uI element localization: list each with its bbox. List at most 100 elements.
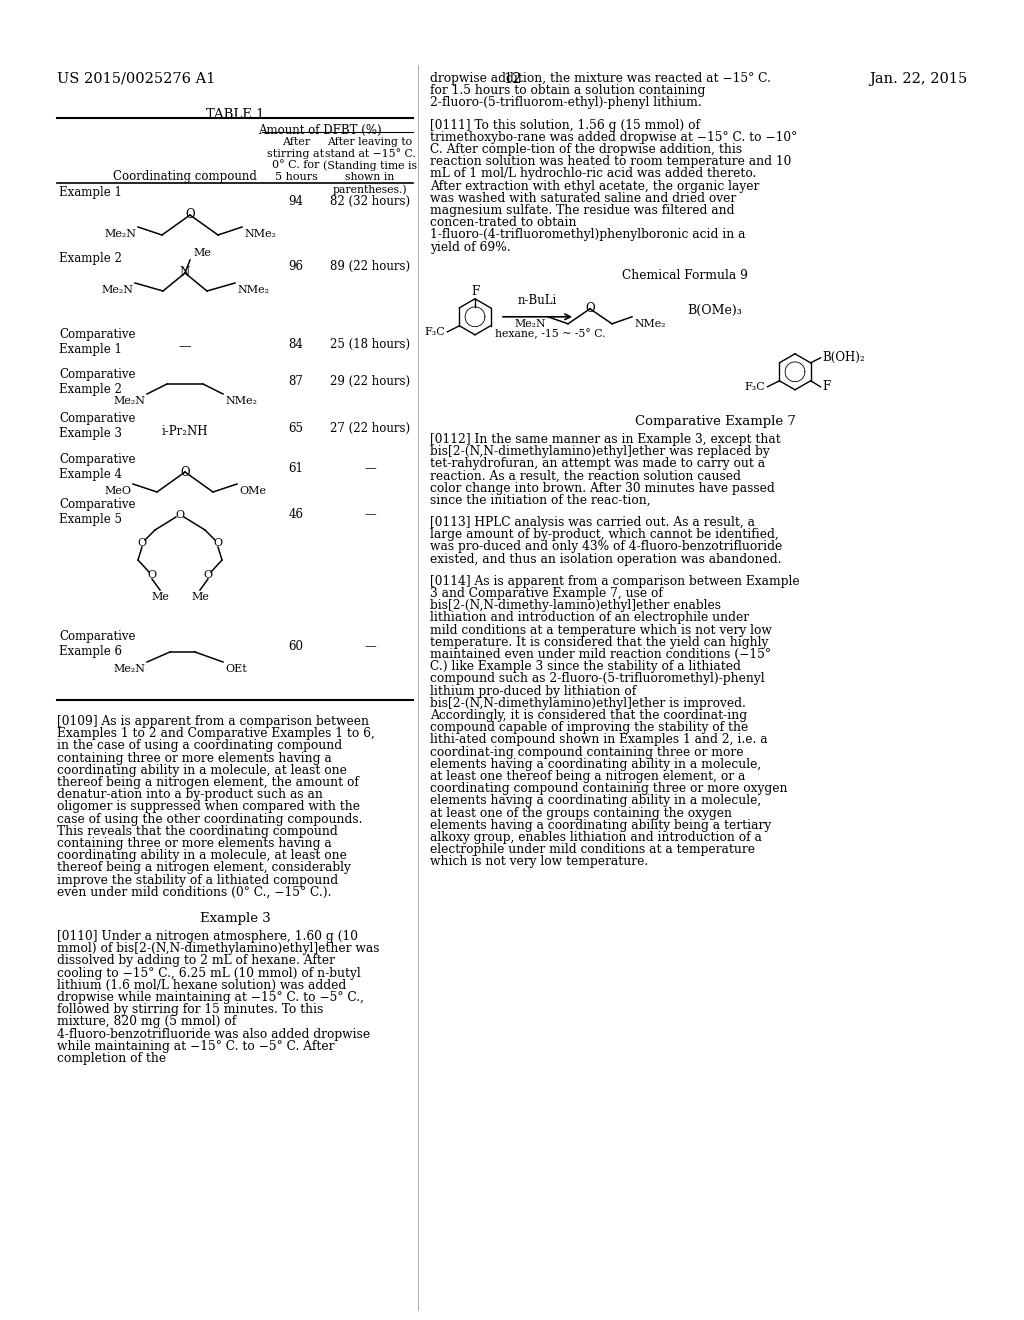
Text: at least one of the groups containing the oxygen: at least one of the groups containing th…: [430, 807, 732, 820]
Text: denatur-ation into a by-product such as an: denatur-ation into a by-product such as …: [57, 788, 323, 801]
Text: O: O: [180, 466, 189, 479]
Text: containing three or more elements having a: containing three or more elements having…: [57, 751, 332, 764]
Text: while maintaining at −15° C. to −5° C. After: while maintaining at −15° C. to −5° C. A…: [57, 1040, 335, 1053]
Text: coordinating ability in a molecule, at least one: coordinating ability in a molecule, at l…: [57, 849, 347, 862]
Text: thereof being a nitrogen element, considerably: thereof being a nitrogen element, consid…: [57, 862, 351, 874]
Text: Comparative
Example 5: Comparative Example 5: [59, 498, 135, 525]
Text: 29 (22 hours): 29 (22 hours): [330, 375, 410, 388]
Text: tet-rahydrofuran, an attempt was made to carry out a: tet-rahydrofuran, an attempt was made to…: [430, 457, 765, 470]
Text: for 1.5 hours to obtain a solution containing: for 1.5 hours to obtain a solution conta…: [430, 84, 706, 98]
Text: coordinat-ing compound containing three or more: coordinat-ing compound containing three …: [430, 746, 743, 759]
Text: lithium pro-duced by lithiation of: lithium pro-duced by lithiation of: [430, 685, 636, 697]
Text: lithium (1.6 mol/L hexane solution) was added: lithium (1.6 mol/L hexane solution) was …: [57, 979, 346, 991]
Text: concen-trated to obtain: concen-trated to obtain: [430, 216, 577, 230]
Text: improve the stability of a lithiated compound: improve the stability of a lithiated com…: [57, 874, 338, 887]
Text: case of using the other coordinating compounds.: case of using the other coordinating com…: [57, 813, 362, 825]
Text: 2-fluoro-(5-trifluorom-ethyl)-phenyl lithium.: 2-fluoro-(5-trifluorom-ethyl)-phenyl lit…: [430, 96, 701, 110]
Text: MeO: MeO: [104, 486, 131, 496]
Text: at least one thereof being a nitrogen element, or a: at least one thereof being a nitrogen el…: [430, 770, 745, 783]
Text: C.) like Example 3 since the stability of a lithiated: C.) like Example 3 since the stability o…: [430, 660, 741, 673]
Text: compound such as 2-fluoro-(5-trifluoromethyl)-phenyl: compound such as 2-fluoro-(5-trifluorome…: [430, 672, 765, 685]
Text: —: —: [179, 341, 191, 352]
Text: Comparative
Example 2: Comparative Example 2: [59, 368, 135, 396]
Text: O: O: [204, 570, 213, 579]
Text: lithi-ated compound shown in Examples 1 and 2, i.e. a: lithi-ated compound shown in Examples 1 …: [430, 734, 768, 746]
Text: [0109] As is apparent from a comparison between: [0109] As is apparent from a comparison …: [57, 715, 369, 729]
Text: electrophile under mild conditions at a temperature: electrophile under mild conditions at a …: [430, 843, 755, 857]
Text: [0110] Under a nitrogen atmosphere, 1.60 g (10: [0110] Under a nitrogen atmosphere, 1.60…: [57, 931, 358, 942]
Text: After leaving to
stand at −15° C.
(Standing time is
shown in
parentheses.): After leaving to stand at −15° C. (Stand…: [323, 137, 417, 195]
Text: Me: Me: [191, 591, 209, 602]
Text: bis[2-(N,N-dimethylamino)ethyl]ether was replaced by: bis[2-(N,N-dimethylamino)ethyl]ether was…: [430, 445, 770, 458]
Text: mL of 1 mol/L hydrochlo-ric acid was added thereto.: mL of 1 mol/L hydrochlo-ric acid was add…: [430, 168, 757, 181]
Text: Amount of DFBT (%): Amount of DFBT (%): [258, 124, 382, 137]
Text: 12: 12: [503, 73, 521, 86]
Text: containing three or more elements having a: containing three or more elements having…: [57, 837, 332, 850]
Text: NMe₂: NMe₂: [244, 228, 276, 239]
Text: dropwise addition, the mixture was reacted at −15° C.: dropwise addition, the mixture was react…: [430, 73, 771, 84]
Text: US 2015/0025276 A1: US 2015/0025276 A1: [57, 73, 215, 86]
Text: This reveals that the coordinating compound: This reveals that the coordinating compo…: [57, 825, 338, 838]
Text: trimethoxybo-rane was added dropwise at −15° C. to −10°: trimethoxybo-rane was added dropwise at …: [430, 131, 798, 144]
Text: Chemical Formula 9: Chemical Formula 9: [622, 269, 748, 281]
Text: NMe₂: NMe₂: [634, 319, 666, 329]
Text: completion of the: completion of the: [57, 1052, 166, 1065]
Text: bis[2-(N,N-dimethylamino)ethyl]ether is improved.: bis[2-(N,N-dimethylamino)ethyl]ether is …: [430, 697, 745, 710]
Text: alkoxy group, enables lithiation and introduction of a: alkoxy group, enables lithiation and int…: [430, 832, 762, 843]
Text: F₃C: F₃C: [744, 381, 765, 392]
Text: F: F: [471, 285, 479, 298]
Text: 25 (18 hours): 25 (18 hours): [330, 338, 410, 351]
Text: Me₂N: Me₂N: [514, 319, 546, 329]
Text: 3 and Comparative Example 7, use of: 3 and Comparative Example 7, use of: [430, 587, 663, 601]
Text: thereof being a nitrogen element, the amount of: thereof being a nitrogen element, the am…: [57, 776, 358, 789]
Text: N: N: [180, 267, 190, 280]
Text: OMe: OMe: [239, 486, 266, 496]
Text: Jan. 22, 2015: Jan. 22, 2015: [868, 73, 967, 86]
Text: which is not very low temperature.: which is not very low temperature.: [430, 855, 648, 869]
Text: 1-fluoro-(4-trifluoromethyl)phenylboronic acid in a: 1-fluoro-(4-trifluoromethyl)phenylboroni…: [430, 228, 745, 242]
Text: 84: 84: [289, 338, 303, 351]
Text: Example 3: Example 3: [200, 912, 270, 925]
Text: followed by stirring for 15 minutes. To this: followed by stirring for 15 minutes. To …: [57, 1003, 324, 1016]
Text: OEt: OEt: [225, 664, 247, 675]
Text: 61: 61: [289, 462, 303, 475]
Text: 60: 60: [289, 640, 303, 653]
Text: even under mild conditions (0° C., −15° C.).: even under mild conditions (0° C., −15° …: [57, 886, 332, 899]
Text: compound capable of improving the stability of the: compound capable of improving the stabil…: [430, 721, 749, 734]
Text: 4-fluoro-benzotrifluoride was also added dropwise: 4-fluoro-benzotrifluoride was also added…: [57, 1027, 370, 1040]
Text: maintained even under mild reaction conditions (−15°: maintained even under mild reaction cond…: [430, 648, 771, 661]
Text: 96: 96: [289, 260, 303, 273]
Text: B(OH)₂: B(OH)₂: [822, 351, 865, 364]
Text: Examples 1 to 2 and Comparative Examples 1 to 6,: Examples 1 to 2 and Comparative Examples…: [57, 727, 375, 741]
Text: [0113] HPLC analysis was carried out. As a result, a: [0113] HPLC analysis was carried out. As…: [430, 516, 755, 529]
Text: dissolved by adding to 2 mL of hexane. After: dissolved by adding to 2 mL of hexane. A…: [57, 954, 335, 968]
Text: NMe₂: NMe₂: [237, 285, 269, 294]
Text: B(OMe)₃: B(OMe)₃: [687, 304, 741, 317]
Text: —: —: [365, 462, 376, 475]
Text: Comparative
Example 3: Comparative Example 3: [59, 412, 135, 440]
Text: O: O: [185, 209, 195, 222]
Text: 27 (22 hours): 27 (22 hours): [330, 422, 410, 436]
Text: Comparative
Example 4: Comparative Example 4: [59, 453, 135, 480]
Text: was washed with saturated saline and dried over: was washed with saturated saline and dri…: [430, 191, 736, 205]
Text: oligomer is suppressed when compared with the: oligomer is suppressed when compared wit…: [57, 800, 360, 813]
Text: large amount of by-product, which cannot be identified,: large amount of by-product, which cannot…: [430, 528, 778, 541]
Text: Me₂N: Me₂N: [113, 664, 145, 675]
Text: cooling to −15° C., 6.25 mL (10 mmol) of n-butyl: cooling to −15° C., 6.25 mL (10 mmol) of…: [57, 966, 360, 979]
Text: existed, and thus an isolation operation was abandoned.: existed, and thus an isolation operation…: [430, 553, 781, 565]
Text: TABLE 1: TABLE 1: [206, 108, 264, 121]
Text: dropwise while maintaining at −15° C. to −5° C.,: dropwise while maintaining at −15° C. to…: [57, 991, 364, 1005]
Text: O: O: [137, 539, 146, 548]
Text: coordinating ability in a molecule, at least one: coordinating ability in a molecule, at l…: [57, 764, 347, 776]
Text: reaction. As a result, the reaction solution caused: reaction. As a result, the reaction solu…: [430, 470, 741, 482]
Text: [0111] To this solution, 1.56 g (15 mmol) of: [0111] To this solution, 1.56 g (15 mmol…: [430, 119, 700, 132]
Text: Me₂N: Me₂N: [113, 396, 145, 407]
Text: F: F: [822, 380, 830, 393]
Text: Example 2: Example 2: [59, 252, 122, 265]
Text: Comparative
Example 6: Comparative Example 6: [59, 630, 135, 657]
Text: mmol) of bis[2-(N,N-dimethylamino)ethyl]ether was: mmol) of bis[2-(N,N-dimethylamino)ethyl]…: [57, 942, 380, 956]
Text: magnesium sulfate. The residue was filtered and: magnesium sulfate. The residue was filte…: [430, 205, 734, 216]
Text: O: O: [147, 570, 157, 579]
Text: Comparative
Example 1: Comparative Example 1: [59, 327, 135, 356]
Text: 65: 65: [289, 422, 303, 436]
